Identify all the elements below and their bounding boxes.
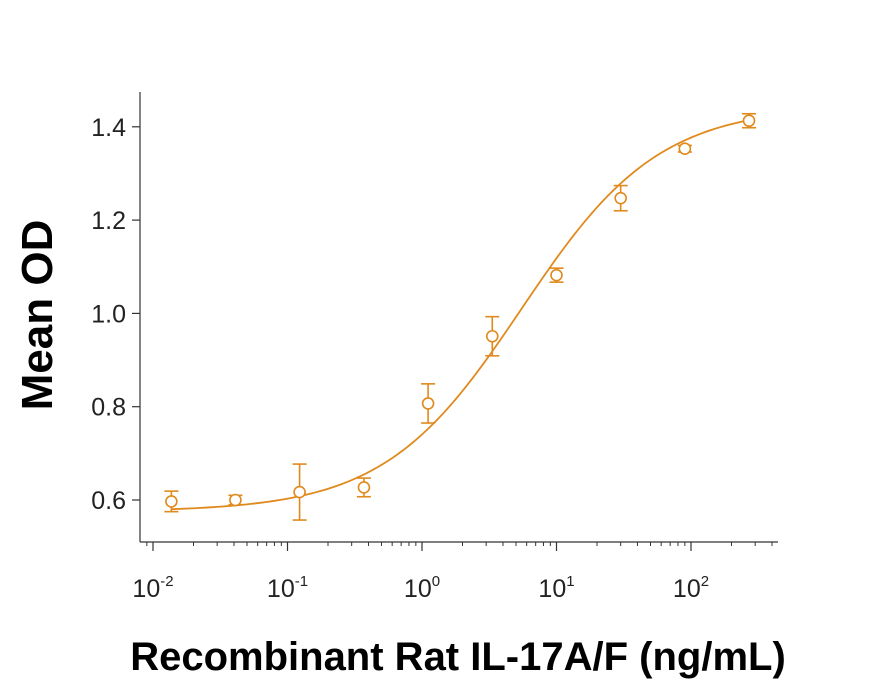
x-tick-label: 100 [404, 573, 440, 603]
plot-area [164, 112, 757, 521]
marker [357, 481, 371, 494]
y-axis-title: Mean OD [13, 220, 62, 411]
marker [485, 329, 499, 343]
y-tick-label: 1.0 [91, 300, 126, 328]
y-tick-label: 1.2 [91, 207, 126, 235]
data-point [356, 477, 371, 498]
y-axis: 0.6 0.8 1.0 1.2 1.4 [91, 92, 141, 542]
fit-curve [171, 119, 750, 511]
data-point [228, 493, 243, 507]
data-point [421, 383, 436, 424]
marker [293, 485, 306, 499]
data-point [677, 142, 692, 156]
marker [421, 397, 435, 410]
marker [742, 114, 756, 128]
marker [614, 191, 627, 205]
x-tick-label: 102 [673, 573, 709, 603]
data-point [164, 490, 179, 513]
y-tick-label: 0.6 [91, 487, 126, 515]
x-axis-title: Recombinant Rat IL-17A/F (ng/mL) [130, 635, 786, 679]
data-point [613, 184, 628, 212]
marker [550, 268, 563, 282]
data-point [292, 463, 307, 521]
data-point [485, 315, 500, 357]
x-tick-label: 10-2 [132, 573, 173, 603]
marker [165, 495, 178, 508]
data-point [549, 267, 564, 283]
x-tick-label: 101 [538, 573, 574, 603]
x-tick-label: 10-1 [267, 573, 308, 603]
y-tick-label: 1.4 [91, 114, 126, 142]
marker [229, 493, 242, 507]
data-point [742, 112, 757, 129]
marker [678, 142, 692, 156]
y-tick-label: 0.8 [91, 394, 126, 422]
x-axis: 10-2 10-1 100 101 102 [132, 541, 778, 603]
